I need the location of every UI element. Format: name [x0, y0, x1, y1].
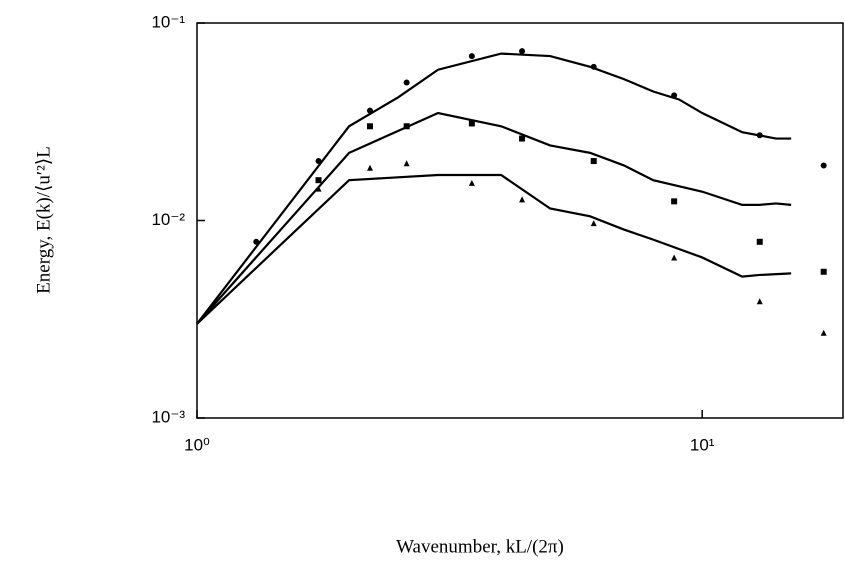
x-tick-label: 10⁰ — [184, 435, 210, 454]
marker — [468, 53, 475, 60]
marker — [315, 158, 322, 165]
marker — [671, 92, 678, 99]
marker — [756, 298, 763, 305]
marker — [820, 162, 827, 169]
marker — [756, 132, 763, 139]
marker — [468, 120, 475, 127]
marker — [820, 268, 827, 275]
y-tick-label: 10⁻² — [151, 210, 185, 229]
marker — [468, 179, 475, 186]
marker — [671, 254, 678, 261]
marker — [519, 135, 526, 142]
marker — [315, 177, 322, 184]
curve — [196, 111, 792, 325]
x-axis-label: Wavenumber, kL/(2π) — [396, 536, 564, 557]
marker — [403, 123, 410, 130]
curve — [196, 173, 792, 325]
marker — [366, 164, 373, 171]
y-tick-label: 10⁻³ — [151, 407, 185, 426]
marker — [671, 198, 678, 205]
x-tick-label: 10¹ — [690, 435, 715, 454]
marker — [590, 63, 597, 70]
curve — [196, 52, 792, 325]
y-tick-label: 10⁻¹ — [151, 12, 185, 31]
marker — [366, 107, 373, 114]
marker — [403, 79, 410, 86]
marker — [315, 185, 322, 192]
marker — [519, 48, 526, 55]
marker — [403, 160, 410, 167]
y-axis-label: Energy, E(k)/⟨u′²⟩L — [33, 146, 54, 294]
marker — [519, 196, 526, 203]
plot-frame — [196, 22, 844, 419]
marker — [756, 238, 763, 245]
marker — [820, 329, 827, 336]
marker — [366, 123, 373, 130]
marker — [590, 220, 597, 227]
marker — [253, 238, 260, 245]
marker — [590, 158, 597, 165]
